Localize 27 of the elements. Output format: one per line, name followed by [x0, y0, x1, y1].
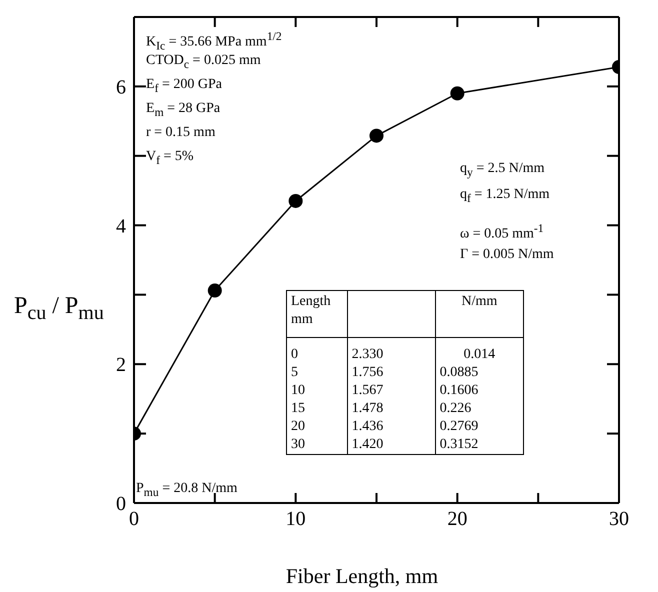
text: 20 1.436 0.2769 — [291, 419, 478, 434]
y-tick-label: 0 — [116, 493, 126, 516]
x-tick-label: 20 — [447, 508, 468, 530]
annotation: ω = 0.05 mm$^{-1}$ — [460, 221, 545, 244]
text: 15 1.478 0.226 — [291, 401, 472, 416]
text: 5 1.756 0.0885 — [291, 365, 478, 380]
y-tick-label: 2 — [116, 354, 126, 376]
x-tick-label: 10 — [286, 508, 306, 530]
annotation: q$_{y}$ = 2.5 N/mm — [460, 160, 546, 181]
x-tick-label: 30 — [609, 508, 629, 530]
annotation: K$_{Ic}$ = 35.66 MPa mm$^{1/2}$ — [146, 29, 282, 52]
annotation: P$_{mu}$ = 20.8 N/mm — [136, 480, 238, 501]
y-axis-title: P$_{cu}$ / P$_{mu}$ — [14, 293, 104, 325]
annotation: q$_{f}$ = 1.25 N/mm — [460, 186, 551, 207]
annotation: r = 0.15 mm — [146, 124, 216, 142]
annotation: V$_{f}$ = 5% — [146, 148, 195, 169]
text: Length mm N/mm — [291, 294, 498, 327]
text: 10 1.567 0.1606 — [291, 383, 478, 398]
annotation: Γ = 0.005 N/mm — [460, 246, 554, 264]
annotation: E$_{m}$ = 28 GPa — [146, 100, 222, 121]
text: 30 1.420 0.3152 — [291, 437, 478, 452]
text: 0 2.330 0.014 — [291, 347, 496, 362]
y-tick-label: 6 — [116, 76, 126, 99]
annotation: E$_{f}$ = 200 GPa — [146, 76, 223, 97]
y-tick-label: 4 — [116, 215, 126, 238]
annotation: CTOD$_{c}$ = 0.025 mm — [146, 53, 261, 71]
x-axis-title: Fiber Length, mm — [284, 564, 440, 589]
